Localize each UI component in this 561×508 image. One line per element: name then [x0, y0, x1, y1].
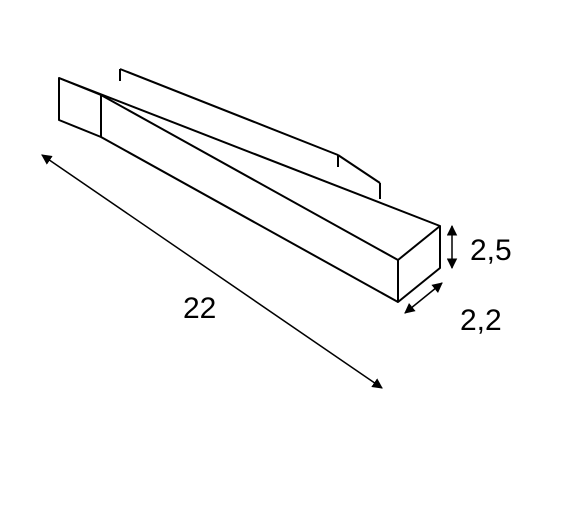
bar-object	[59, 69, 440, 302]
height-label: 2,5	[470, 234, 512, 267]
dimension-diagram: 22 2,5 2,2	[0, 0, 561, 508]
dimension-lines	[42, 155, 452, 388]
length-label: 22	[183, 292, 216, 325]
depth-label: 2,2	[460, 304, 502, 337]
